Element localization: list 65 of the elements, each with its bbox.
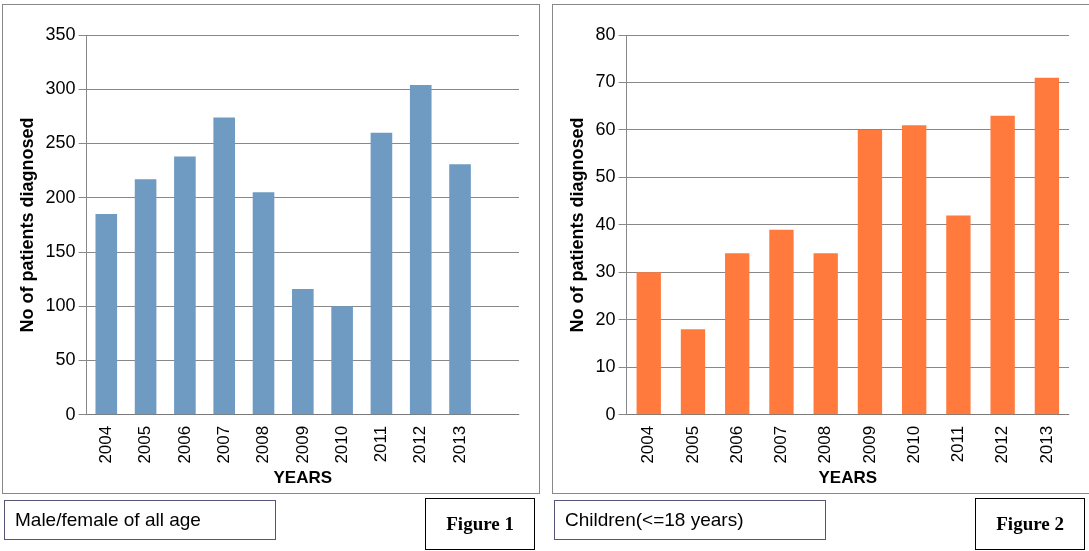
x-tick-label: 2011 xyxy=(948,425,968,463)
bar xyxy=(1034,77,1060,415)
y-tick-label: 30 xyxy=(595,261,616,282)
y-tick-label: 150 xyxy=(45,240,76,261)
bar xyxy=(680,329,706,415)
x-tick-label: 2009 xyxy=(859,425,879,464)
bar xyxy=(636,272,661,415)
y-tick-label: 0 xyxy=(65,403,76,424)
y-tick-label: 80 xyxy=(595,23,616,44)
y-tick-label: 70 xyxy=(595,71,616,92)
x-tick-label: 2004 xyxy=(95,425,115,464)
x-axis-title: YEARS xyxy=(818,468,878,488)
x-tick-label: 2008 xyxy=(253,425,273,464)
y-axis-title: No of patients diagnosed xyxy=(16,117,37,333)
bar xyxy=(174,156,196,415)
bar xyxy=(990,115,1015,415)
y-tick-label: 300 xyxy=(45,78,76,99)
bar xyxy=(449,164,471,415)
y-tick-label: 100 xyxy=(45,295,76,316)
y-tick-label: 50 xyxy=(595,166,616,187)
x-tick-label: 2007 xyxy=(213,425,233,464)
bar xyxy=(331,306,353,415)
y-tick-label: 0 xyxy=(605,403,616,424)
y-tick-label: 20 xyxy=(595,308,616,329)
x-tick-label: 2011 xyxy=(371,425,391,463)
x-tick-label: 2010 xyxy=(903,425,923,464)
x-tick-label: 2005 xyxy=(682,425,702,464)
caption: Figure 1 xyxy=(425,498,535,550)
bar xyxy=(725,253,750,415)
bar xyxy=(902,125,927,415)
x-tick-label: 2012 xyxy=(992,425,1012,464)
x-tick-label: 2006 xyxy=(726,425,746,464)
y-tick-label: 60 xyxy=(595,118,616,139)
bar xyxy=(370,132,393,415)
text: Children(<=18 years) xyxy=(554,500,826,540)
bar xyxy=(813,253,838,415)
x-tick-label: 2005 xyxy=(135,425,155,464)
bar xyxy=(292,288,314,415)
y-tick-label: 250 xyxy=(45,132,76,153)
caption: Figure 2 xyxy=(975,498,1085,550)
x-axis-title: YEARS xyxy=(273,468,333,488)
x-tick-label: 2010 xyxy=(331,425,351,464)
bar xyxy=(769,229,794,415)
x-tick-label: 2013 xyxy=(449,425,469,464)
y-tick-label: 200 xyxy=(45,186,76,207)
y-tick-label: 350 xyxy=(45,23,76,44)
text: Male/female of all age xyxy=(4,500,276,540)
x-tick-label: 2006 xyxy=(174,425,194,464)
x-tick-label: 2004 xyxy=(638,425,658,464)
bar xyxy=(213,117,236,415)
bar xyxy=(252,192,275,415)
y-tick-label: 50 xyxy=(55,349,76,370)
x-tick-label: 2007 xyxy=(771,425,791,464)
bar xyxy=(95,214,118,415)
bar xyxy=(946,215,971,415)
x-tick-label: 2008 xyxy=(815,425,835,464)
y-axis-title: No of patients diagnosed xyxy=(566,117,587,333)
bar xyxy=(857,129,883,415)
bar xyxy=(409,84,432,415)
bar xyxy=(134,179,157,415)
x-tick-label: 2013 xyxy=(1036,425,1056,464)
y-tick-label: 40 xyxy=(595,213,616,234)
x-tick-label: 2012 xyxy=(410,425,430,464)
y-tick-label: 10 xyxy=(595,356,616,377)
x-tick-label: 2009 xyxy=(292,425,312,464)
